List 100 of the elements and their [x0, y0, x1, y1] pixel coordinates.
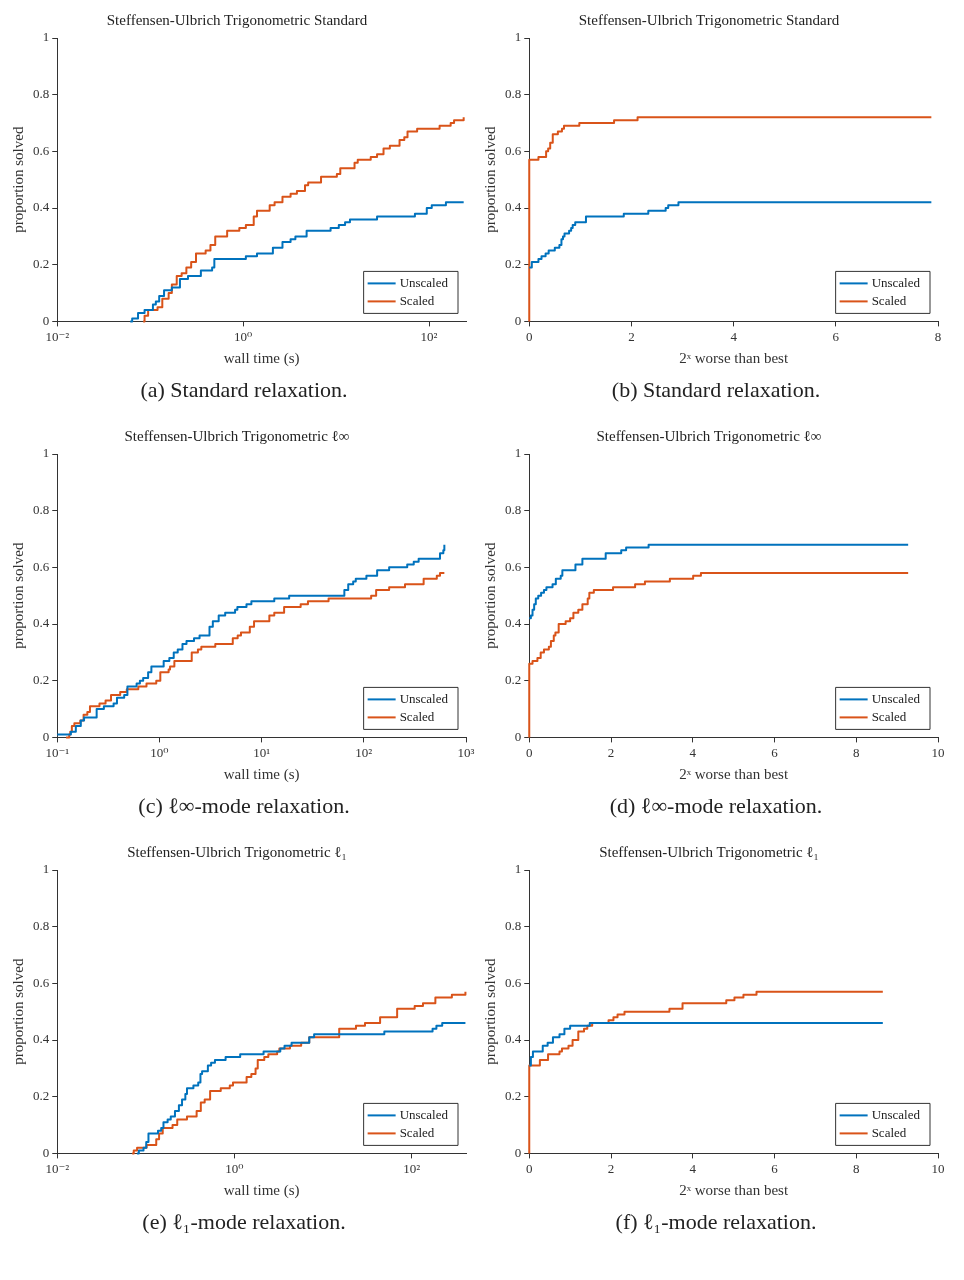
- y-tick-label: 0.8: [505, 918, 522, 934]
- y-tick-label: 0: [514, 728, 522, 744]
- legend-label: Scaled: [871, 292, 907, 308]
- y-axis-title: proportion solved: [9, 126, 26, 233]
- x-tick-label: 0: [526, 328, 533, 344]
- y-tick-label: 0.2: [505, 256, 522, 272]
- x-tick-label: 10⁻²: [45, 328, 70, 344]
- y-tick-label: 1: [42, 29, 50, 45]
- y-tick-label: 0: [42, 312, 50, 328]
- y-tick-label: 1: [42, 445, 50, 461]
- y-tick-label: 0.8: [505, 86, 522, 102]
- x-tick-label: 2: [607, 1160, 615, 1176]
- legend-label: Scaled: [871, 1124, 907, 1140]
- y-tick-label: 0.6: [505, 974, 522, 990]
- x-tick-label: 10²: [420, 328, 438, 344]
- y-tick-label: 0: [514, 312, 522, 328]
- x-tick-label: 10⁰: [225, 1160, 244, 1176]
- x-tick-label: 10: [931, 1160, 945, 1176]
- y-axis-title: proportion solved: [9, 542, 26, 649]
- x-axis-title: 2ˣ worse than best: [679, 1181, 789, 1198]
- x-tick-label: 0: [526, 744, 533, 760]
- x-tick-label: 10³: [457, 744, 475, 760]
- text: (b) Standard relaxation.: [610, 376, 822, 404]
- x-tick-label: 6: [771, 1160, 779, 1176]
- x-tick-label: 2: [607, 744, 615, 760]
- text: (e) ℓ₁-mode relaxation.: [141, 1208, 347, 1236]
- x-tick-label: 8: [934, 328, 942, 344]
- y-tick-label: 0.2: [33, 1088, 50, 1104]
- y-tick-label: 0.8: [505, 502, 522, 518]
- x-tick-label: 10: [931, 744, 945, 760]
- legend-label: Unscaled: [399, 274, 449, 290]
- y-tick-label: 0.6: [33, 142, 50, 158]
- y-tick-label: 0.8: [33, 918, 50, 934]
- x-tick-label: 4: [730, 328, 738, 344]
- x-axis-title: wall time (s): [223, 765, 300, 783]
- x-axis-title: wall time (s): [223, 349, 300, 367]
- legend-label: Unscaled: [871, 1106, 921, 1122]
- x-tick-label: 10¹: [253, 744, 271, 760]
- legend-label: Scaled: [399, 708, 435, 724]
- legend-label: Unscaled: [871, 690, 921, 706]
- x-axis-title: wall time (s): [223, 1181, 300, 1199]
- x-axis-title: 2ˣ worse than best: [679, 765, 789, 782]
- chart-title: Steffensen-Ulbrich Trigonometric Standard: [106, 11, 368, 28]
- x-tick-label: 4: [689, 744, 697, 760]
- legend-label: Scaled: [871, 708, 907, 724]
- x-tick-label: 10⁻²: [45, 1160, 70, 1176]
- y-axis-title: proportion solved: [481, 958, 498, 1065]
- y-tick-label: 0.8: [33, 502, 50, 518]
- y-tick-label: 0.6: [33, 974, 50, 990]
- y-tick-label: 0.4: [505, 615, 522, 631]
- y-tick-label: 0.2: [33, 672, 50, 688]
- x-tick-label: 8: [853, 1160, 860, 1176]
- y-tick-label: 0.4: [505, 1031, 522, 1047]
- y-tick-label: 0.4: [33, 199, 50, 215]
- x-tick-label: 8: [853, 744, 860, 760]
- y-tick-label: 0.6: [33, 558, 50, 574]
- chart-title: Steffensen-Ulbrich Trigonometric ℓ₁: [599, 843, 819, 860]
- y-tick-label: 0.2: [33, 256, 50, 272]
- y-axis-title: proportion solved: [481, 126, 498, 233]
- x-tick-label: 10⁰: [234, 328, 253, 344]
- text: (d) ℓ∞-mode relaxation.: [608, 792, 824, 820]
- x-tick-label: 4: [689, 1160, 697, 1176]
- legend-label: Unscaled: [399, 1106, 449, 1122]
- y-tick-label: 0.4: [505, 199, 522, 215]
- y-axis-title: proportion solved: [9, 958, 26, 1065]
- x-axis-title: 2ˣ worse than best: [679, 349, 789, 366]
- y-tick-label: 1: [514, 29, 522, 45]
- x-tick-label: 6: [771, 744, 779, 760]
- chart-title: Steffensen-Ulbrich Trigonometric ℓ₁: [127, 843, 347, 860]
- y-tick-label: 0.2: [505, 1088, 522, 1104]
- y-tick-label: 0: [42, 1144, 50, 1160]
- x-tick-label: 6: [832, 328, 840, 344]
- legend-label: Unscaled: [399, 690, 449, 706]
- x-tick-label: 10²: [403, 1160, 421, 1176]
- y-tick-label: 0.4: [33, 615, 50, 631]
- y-tick-label: 1: [42, 861, 50, 877]
- chart-title: Steffensen-Ulbrich Trigonometric ℓ∞: [596, 427, 822, 444]
- y-tick-label: 1: [514, 861, 522, 877]
- x-tick-label: 10⁻¹: [45, 744, 70, 760]
- x-tick-label: 0: [526, 1160, 533, 1176]
- y-tick-label: 1: [514, 445, 522, 461]
- chart-title: Steffensen-Ulbrich Trigonometric Standard: [578, 11, 840, 28]
- text: (c) ℓ∞-mode relaxation.: [137, 792, 351, 820]
- y-tick-label: 0.6: [505, 142, 522, 158]
- y-tick-label: 0.2: [505, 672, 522, 688]
- x-tick-label: 10⁰: [150, 744, 169, 760]
- y-tick-label: 0.8: [33, 86, 50, 102]
- y-axis-title: proportion solved: [481, 542, 498, 649]
- text: (a) Standard relaxation.: [139, 376, 349, 404]
- y-tick-label: 0: [514, 1144, 522, 1160]
- legend-label: Unscaled: [871, 274, 921, 290]
- x-tick-label: 10²: [355, 744, 373, 760]
- legend-label: Scaled: [399, 292, 435, 308]
- y-tick-label: 0.4: [33, 1031, 50, 1047]
- y-tick-label: 0: [42, 728, 50, 744]
- legend-label: Scaled: [399, 1124, 435, 1140]
- y-tick-label: 0.6: [505, 558, 522, 574]
- chart-title: Steffensen-Ulbrich Trigonometric ℓ∞: [124, 427, 350, 444]
- text: (f) ℓ₁-mode relaxation.: [614, 1208, 818, 1236]
- x-tick-label: 2: [628, 328, 635, 344]
